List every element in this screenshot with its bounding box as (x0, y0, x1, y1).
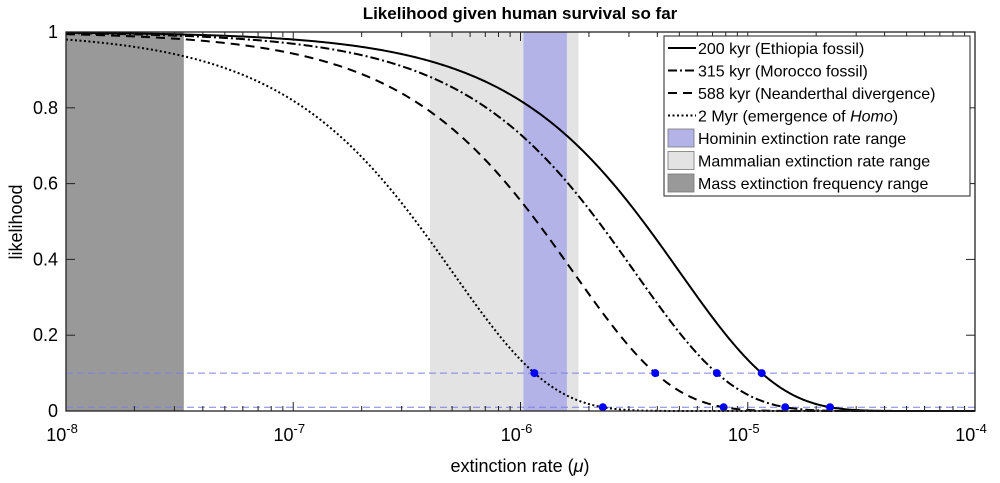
y-tick-label: 0.6 (33, 174, 58, 194)
marker-1-1 (781, 403, 790, 412)
x-tick-label: 10-8 (46, 421, 78, 445)
legend-label: 588 kyr (Neanderthal divergence) (698, 86, 935, 103)
legend-label: 200 kyr (Ethiopia fossil) (698, 41, 864, 58)
marker-0-1 (826, 403, 835, 412)
marker-3-1 (598, 403, 607, 412)
legend-label: Mass extinction frequency range (698, 176, 928, 193)
marker-3-0 (530, 369, 539, 378)
shaded-range-2 (523, 32, 567, 411)
legend-label: 2 Myr (emergence of Homo) (698, 109, 898, 126)
x-tick-label: 10-6 (501, 421, 533, 445)
x-tick-label: 10-7 (273, 421, 305, 445)
legend-box (663, 35, 971, 197)
y-tick-label: 0.4 (33, 249, 58, 269)
x-tick-label: 10-4 (955, 421, 987, 445)
marker-2-0 (651, 369, 660, 378)
x-tick-label: 10-5 (728, 421, 760, 445)
series-line-0 (65, 31, 975, 412)
y-axis-label: likelihood (6, 184, 26, 259)
marker-2-1 (719, 403, 728, 412)
legend-label: Mammalian extinction rate range (698, 154, 930, 171)
legend-swatch-2 (667, 128, 695, 148)
x-axis-label: extinction rate (μ) (451, 456, 590, 476)
legend-swatch-1 (667, 151, 695, 170)
y-tick-label: 0 (48, 401, 58, 421)
shaded-range-0 (66, 32, 184, 411)
series-line-3 (65, 38, 975, 412)
chart-title: Likelihood given human survival so far (363, 4, 678, 23)
legend: 200 kyr (Ethiopia fossil) 315 kyr (Morocc… (663, 35, 971, 197)
marker-0-0 (757, 369, 766, 378)
y-tick-label: 1 (48, 22, 58, 42)
y-tick-label: 0.2 (33, 325, 58, 345)
marker-1-0 (712, 369, 721, 378)
legend-label: 315 kyr (Morocco fossil) (698, 64, 868, 81)
y-tick-label: 0.8 (33, 98, 58, 118)
legend-swatch-0 (667, 173, 695, 193)
legend-label: Hominin extinction rate range (698, 131, 906, 148)
